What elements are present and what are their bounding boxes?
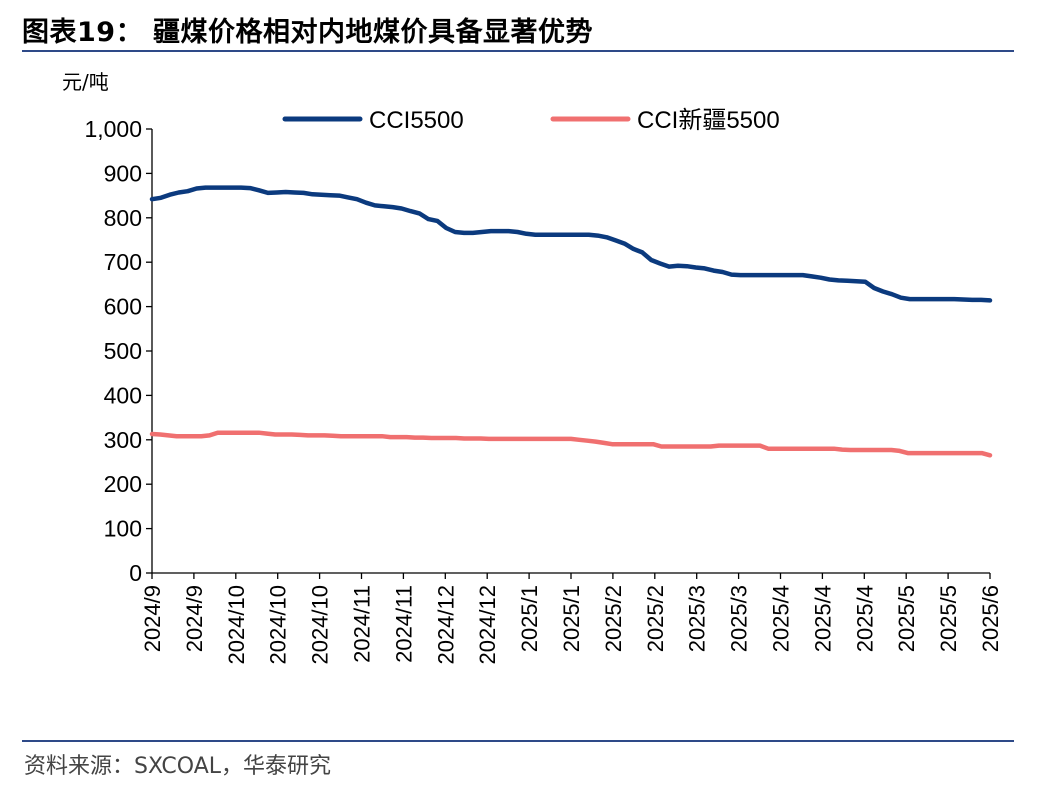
y-tick-label: 0: [129, 560, 142, 586]
legend-label: CCI新疆5500: [637, 107, 780, 134]
x-tick-label: 2024/12: [433, 585, 458, 665]
series-line-cci5500: [149, 185, 993, 303]
series-layer: [149, 185, 993, 458]
line-chart: 0 100 200 300 400 500 600 700 800 900 1,000 2024/9…: [62, 70, 1003, 665]
y-tick-label: 400: [104, 382, 142, 408]
source-note: 资料来源：SXCOAL，华泰研究: [24, 754, 332, 779]
y-tick-label: 900: [104, 160, 142, 186]
y-tick-label: 300: [104, 427, 142, 453]
x-tick-label: 2024/12: [475, 585, 500, 665]
x-tick-label: 2025/6: [978, 585, 1003, 652]
y-tick-label: 800: [104, 205, 142, 231]
x-tick-label: 2025/4: [852, 585, 877, 652]
legend-label: CCI5500: [369, 107, 464, 134]
x-tick-label: 2025/2: [601, 585, 626, 652]
x-tick-label: 2025/5: [936, 585, 961, 652]
x-tick-label: 2025/4: [810, 585, 835, 652]
y-tick-label: 200: [104, 471, 142, 497]
legend: CCI5500 CCI新疆5500: [282, 107, 780, 134]
x-tick-label: 2025/3: [727, 585, 752, 652]
y-tick-label: 600: [104, 294, 142, 320]
x-tick-label: 2024/10: [266, 585, 291, 665]
y-tick-label: 100: [104, 516, 142, 542]
y-tick-label: 700: [104, 249, 142, 275]
figure-title: 图表19： 疆煤价格相对内地煤价具备显著优势: [22, 17, 593, 48]
x-tick-label: 2025/2: [643, 585, 668, 652]
x-tick-label: 2025/1: [517, 585, 542, 652]
x-tick-label: 2025/5: [894, 585, 919, 652]
x-tick-label: 2024/9: [182, 585, 207, 652]
x-tick-label: 2024/11: [391, 585, 416, 663]
y-tick-label: 500: [104, 338, 142, 364]
y-axis: 0 100 200 300 400 500 600 700 800 900 1,000: [84, 116, 153, 586]
y-tick-label: 1,000: [84, 116, 142, 142]
source-rule: [22, 740, 1014, 742]
x-tick-label: 2025/1: [559, 585, 584, 652]
x-tick-label: 2024/9: [140, 585, 165, 652]
y-axis-label: 元/吨: [62, 70, 109, 94]
x-tick-label: 2025/4: [769, 585, 794, 652]
series-line-cci-xinjiang5500: [149, 430, 993, 458]
x-tick-label: 2024/10: [308, 585, 333, 665]
x-axis: 2024/9 2024/9 2024/10 2024/10 2024/10 2024/11…: [140, 572, 1003, 665]
x-tick-label: 2024/10: [224, 585, 249, 665]
x-tick-label: 2024/11: [350, 585, 375, 663]
x-tick-label: 2025/3: [685, 585, 710, 652]
title-rule: [22, 50, 1014, 52]
